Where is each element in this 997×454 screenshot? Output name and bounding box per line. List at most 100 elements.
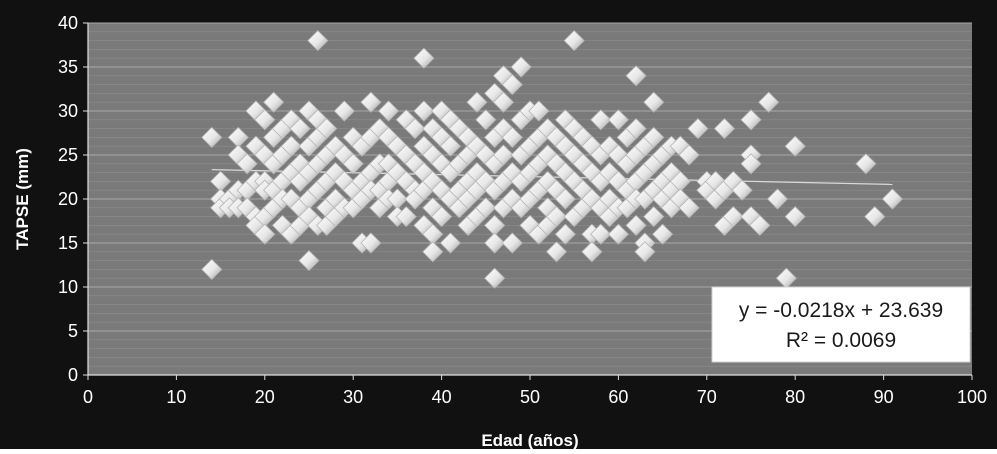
data-point bbox=[236, 153, 258, 175]
data-point bbox=[563, 30, 585, 52]
data-point bbox=[501, 232, 523, 254]
data-point bbox=[855, 153, 877, 175]
data-point bbox=[439, 135, 462, 157]
data-point bbox=[740, 153, 762, 175]
r-squared-label: R² = 0.0069 bbox=[786, 329, 896, 352]
data-point bbox=[554, 223, 576, 245]
axis-ticks: 0 10 20 30 40 50 60 70 80 90 100 0 5 10 15 20 25 30 35 40 bbox=[58, 13, 987, 407]
data-point bbox=[590, 223, 612, 245]
data-point bbox=[722, 206, 744, 228]
y-tick-label: 25 bbox=[58, 145, 78, 165]
data-point bbox=[643, 126, 665, 148]
x-tick-label: 10 bbox=[166, 387, 186, 407]
y-tick-label: 40 bbox=[58, 13, 78, 33]
data-point bbox=[643, 91, 665, 113]
data-point bbox=[510, 56, 532, 78]
data-point bbox=[581, 241, 603, 263]
data-point bbox=[607, 223, 629, 245]
data-point bbox=[360, 232, 382, 254]
x-tick-label: 0 bbox=[83, 387, 93, 407]
data-point bbox=[713, 118, 736, 140]
x-tick-label: 50 bbox=[520, 387, 540, 407]
data-point bbox=[422, 241, 444, 263]
data-point bbox=[545, 241, 568, 263]
data-point bbox=[475, 109, 497, 131]
data-point bbox=[484, 267, 506, 289]
data-point bbox=[254, 109, 276, 131]
data-point bbox=[280, 135, 302, 157]
y-axis-label: TAPSE (mm) bbox=[13, 148, 32, 250]
x-tick-label: 80 bbox=[785, 387, 805, 407]
data-point bbox=[201, 126, 223, 148]
data-point bbox=[501, 74, 523, 96]
data-point bbox=[484, 232, 506, 254]
data-point bbox=[298, 250, 320, 272]
data-point bbox=[466, 91, 488, 113]
x-tick-label: 60 bbox=[608, 387, 628, 407]
data-point bbox=[501, 126, 523, 148]
x-tick-label: 70 bbox=[697, 387, 717, 407]
data-point bbox=[652, 223, 674, 245]
data-point bbox=[678, 144, 700, 166]
data-point bbox=[377, 100, 400, 122]
x-tick-label: 90 bbox=[874, 387, 894, 407]
data-point bbox=[528, 100, 550, 122]
x-tick-label: 100 bbox=[957, 387, 987, 407]
data-point bbox=[678, 197, 700, 219]
y-tick-label: 30 bbox=[58, 101, 78, 121]
data-point bbox=[545, 206, 568, 228]
x-tick-label: 30 bbox=[343, 387, 363, 407]
data-point bbox=[643, 206, 665, 228]
data-point bbox=[360, 91, 382, 113]
y-tick-label: 15 bbox=[58, 233, 78, 253]
y-tick-label: 0 bbox=[68, 365, 78, 385]
data-point bbox=[864, 206, 886, 228]
data-point bbox=[687, 118, 709, 140]
data-point bbox=[475, 197, 497, 219]
data-point bbox=[784, 135, 806, 157]
data-point bbox=[554, 188, 576, 210]
data-point bbox=[333, 100, 355, 122]
equation-box bbox=[711, 286, 971, 363]
y-tick-label: 5 bbox=[68, 321, 78, 341]
data-point bbox=[625, 118, 647, 140]
y-tick-label: 10 bbox=[58, 277, 78, 297]
data-point bbox=[404, 118, 426, 140]
data-point bbox=[625, 65, 647, 87]
data-point bbox=[634, 241, 656, 263]
trendline-equation: y = -0.0218x + 23.639 bbox=[739, 299, 943, 322]
data-point bbox=[492, 144, 515, 166]
data-point bbox=[254, 223, 276, 245]
data-point bbox=[201, 258, 223, 280]
x-axis-label: Edad (años) bbox=[481, 431, 578, 449]
data-point bbox=[492, 91, 515, 113]
data-point bbox=[263, 91, 285, 113]
data-point bbox=[607, 109, 629, 131]
data-point bbox=[758, 91, 780, 113]
data-point bbox=[881, 188, 904, 210]
data-point bbox=[590, 109, 612, 131]
y-tick-label: 35 bbox=[58, 57, 78, 77]
data-point bbox=[395, 206, 417, 228]
data-point bbox=[740, 109, 762, 131]
x-tick-label: 40 bbox=[432, 387, 452, 407]
data-point bbox=[316, 118, 338, 140]
data-point bbox=[342, 153, 364, 175]
data-point bbox=[731, 179, 753, 201]
equation-annotation: y = -0.0218x + 23.639 R² = 0.0069 bbox=[711, 286, 971, 363]
data-point bbox=[431, 206, 453, 228]
data-point bbox=[439, 232, 462, 254]
data-point bbox=[749, 214, 771, 236]
data-point bbox=[289, 118, 311, 140]
data-point bbox=[307, 30, 329, 52]
data-point bbox=[413, 47, 435, 69]
y-tick-label: 20 bbox=[58, 189, 78, 209]
data-point bbox=[784, 206, 806, 228]
data-point bbox=[413, 100, 435, 122]
data-point bbox=[625, 214, 647, 236]
data-points bbox=[201, 30, 904, 289]
data-point bbox=[766, 188, 789, 210]
x-tick-label: 20 bbox=[255, 387, 275, 407]
